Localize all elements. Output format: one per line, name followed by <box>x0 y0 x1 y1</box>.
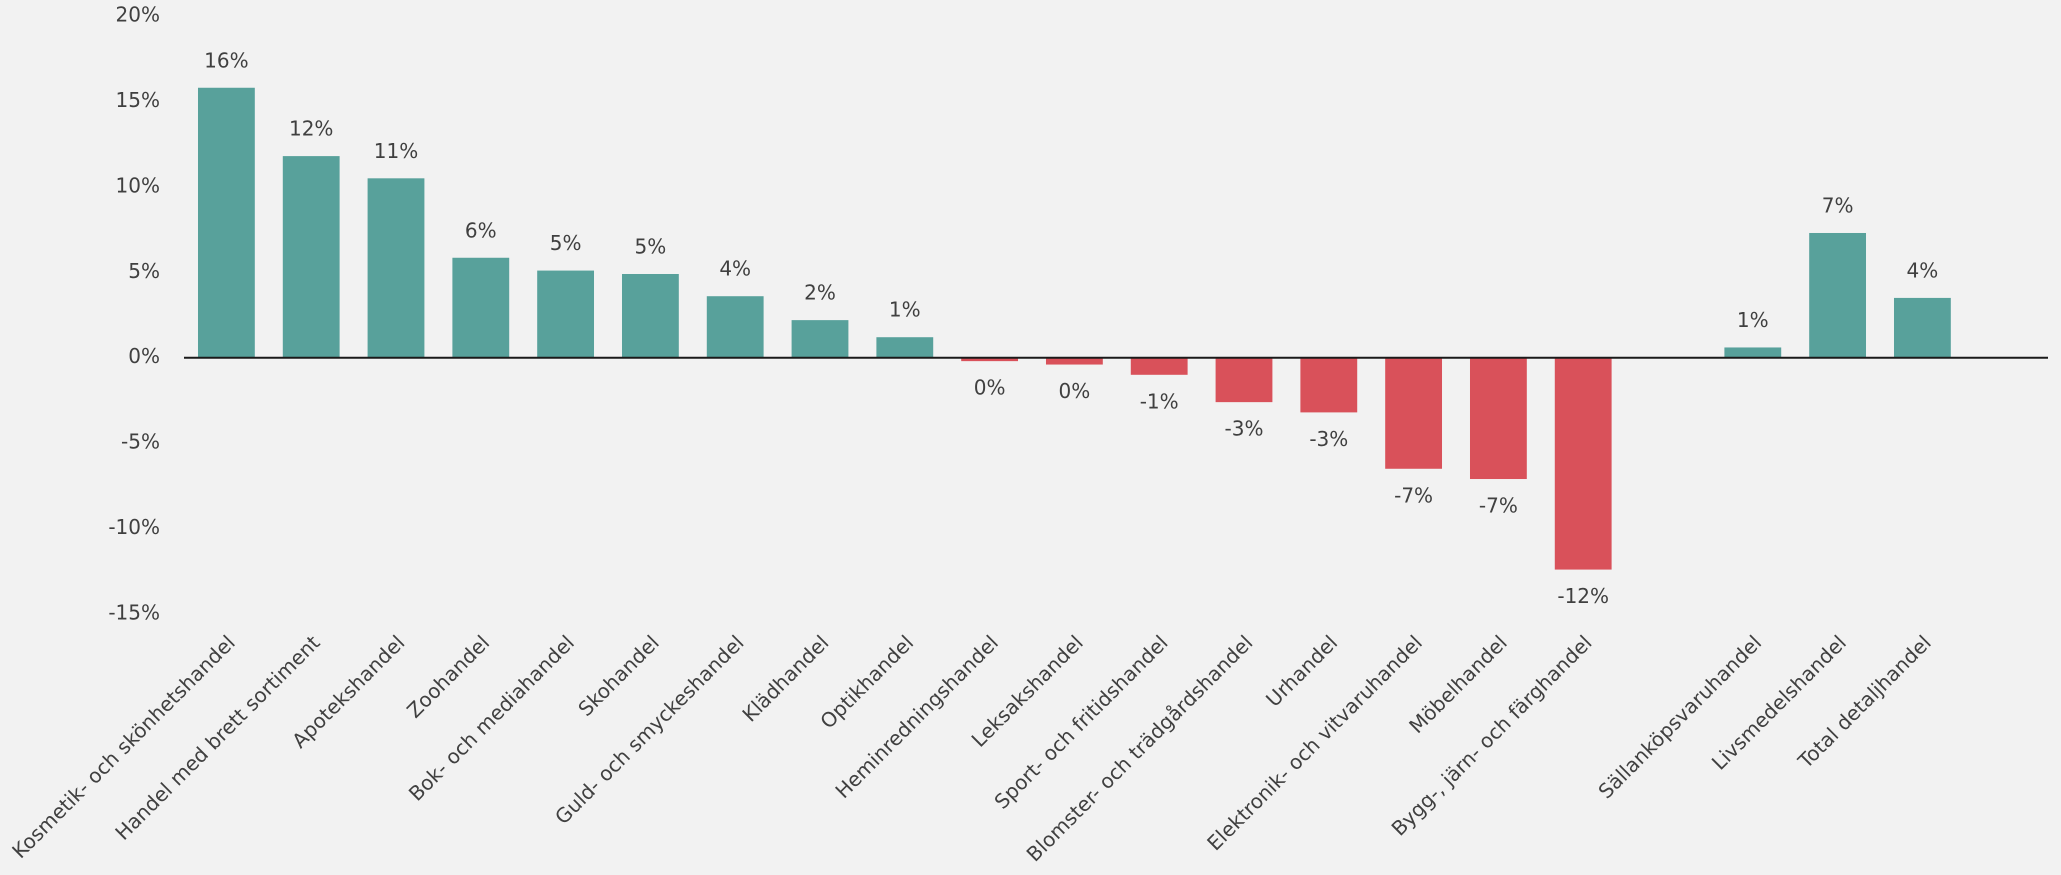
value-label: 11% <box>374 139 418 163</box>
y-tick-label: -15% <box>108 601 160 625</box>
value-label: -7% <box>1394 483 1433 507</box>
value-label: 4% <box>719 257 751 281</box>
bar <box>876 337 934 358</box>
bar <box>282 156 340 358</box>
bar <box>1045 357 1103 365</box>
bar <box>961 357 1019 362</box>
value-label: 4% <box>1907 258 1939 282</box>
x-tick-label: Sällanköpsvaruhandel <box>1593 630 1766 803</box>
bar <box>1469 357 1527 480</box>
value-label: 2% <box>804 281 836 305</box>
bar <box>197 87 255 358</box>
value-label: -3% <box>1309 427 1348 451</box>
value-label: 1% <box>889 298 921 322</box>
y-tick-label: 20% <box>116 3 160 27</box>
bar <box>1130 357 1188 375</box>
x-tick-label: Urhandel <box>1261 630 1342 711</box>
y-tick-label: 10% <box>116 173 160 197</box>
bar <box>367 178 425 358</box>
bar <box>1300 357 1358 413</box>
bar <box>791 320 849 358</box>
value-label: 0% <box>974 376 1006 400</box>
bar <box>706 296 764 358</box>
bar <box>1385 357 1443 469</box>
value-label: -7% <box>1479 494 1518 518</box>
value-label: 7% <box>1822 193 1854 217</box>
value-label: 16% <box>204 48 248 72</box>
bar <box>1893 297 1951 358</box>
value-label: 5% <box>550 231 582 255</box>
x-tick-label: Sport- och fritidshandel <box>989 630 1172 813</box>
y-tick-label: 0% <box>128 344 160 368</box>
value-label: 12% <box>289 117 333 141</box>
y-tick-label: -10% <box>108 515 160 539</box>
bar <box>1809 232 1867 358</box>
x-tick-label: Skohandel <box>573 630 663 720</box>
value-label: 1% <box>1737 308 1769 332</box>
value-label: 5% <box>635 234 667 258</box>
x-tick-label: Zoohandel <box>402 630 494 722</box>
bar <box>1724 347 1782 358</box>
bar <box>537 270 595 358</box>
y-tick-label: 15% <box>116 88 160 112</box>
x-tick-label: Heminredningshandel <box>830 630 1003 803</box>
x-tick-label: Bok- och mediahandel <box>404 630 579 805</box>
y-tick-label: 5% <box>128 259 160 283</box>
value-label: 6% <box>465 218 497 242</box>
value-label: 0% <box>1059 379 1091 403</box>
bar <box>1554 357 1612 570</box>
bar <box>452 257 510 358</box>
bar <box>621 273 679 358</box>
value-label: -3% <box>1225 417 1264 441</box>
bar <box>1215 357 1273 403</box>
value-label: -12% <box>1557 584 1609 608</box>
y-tick-label: -5% <box>121 430 160 454</box>
value-label: -1% <box>1140 389 1179 413</box>
